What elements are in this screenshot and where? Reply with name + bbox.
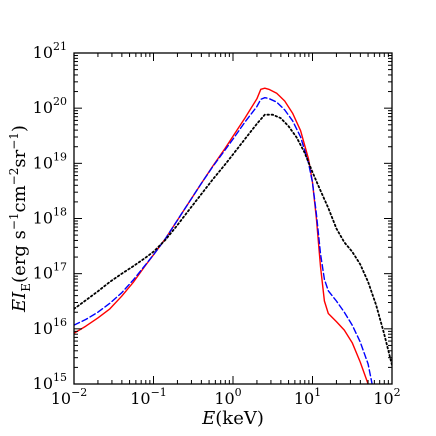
series-line-solid [74,87,369,384]
y-tick-label: 1015 [33,371,67,393]
y-axis-label-exp-s: −1 [7,212,21,230]
svg-text:E(keV): E(keV) [201,408,264,429]
y-axis-label-unit-sr: sr [9,149,30,167]
x-tick-label: 101 [294,386,321,408]
y-tick-label: 1020 [33,95,67,117]
y-axis-label-unit-close: ) [9,125,30,132]
y-axis-label-exp-sr: −1 [7,132,21,150]
y-axis-label-exp-cm: −2 [7,168,21,186]
x-axis-label-symbol: E [201,408,215,429]
x-axis-label-unit: (keV) [215,408,264,429]
tick-labels-group: 10−2 10−1 100 101 102 1015 1016 1017 1018 1019 102… [33,40,401,408]
ticks-group [73,52,393,385]
y-tick-label: 1018 [33,206,67,228]
series-line-dotted [74,113,392,366]
y-axis-label-unit-cm: cm [9,185,30,212]
plot-frame [73,52,393,385]
y-axis-label-symbol: EI [9,291,30,313]
y-axis-label-unit-open: (erg s [9,230,30,283]
y-axis-label: EIE(erg s−1cm−2sr−1) [7,125,33,313]
svg-text:EIE(erg s−1cm−2sr−1): EIE(erg s−1cm−2sr−1) [7,125,33,313]
y-tick-label: 1016 [33,316,67,338]
y-tick-label: 1017 [33,261,67,283]
series-line-dashed [74,97,373,384]
x-tick-label: 10−1 [130,386,167,408]
x-tick-label: 10−2 [51,386,88,408]
x-tick-label: 102 [373,386,400,408]
y-tick-label: 1019 [33,150,67,172]
x-axis-label: E(keV) [201,408,264,429]
curves-group [74,87,392,384]
y-tick-label: 1021 [33,40,67,62]
y-axis-label-subscript: E [19,283,33,292]
x-tick-label: 100 [214,386,241,408]
